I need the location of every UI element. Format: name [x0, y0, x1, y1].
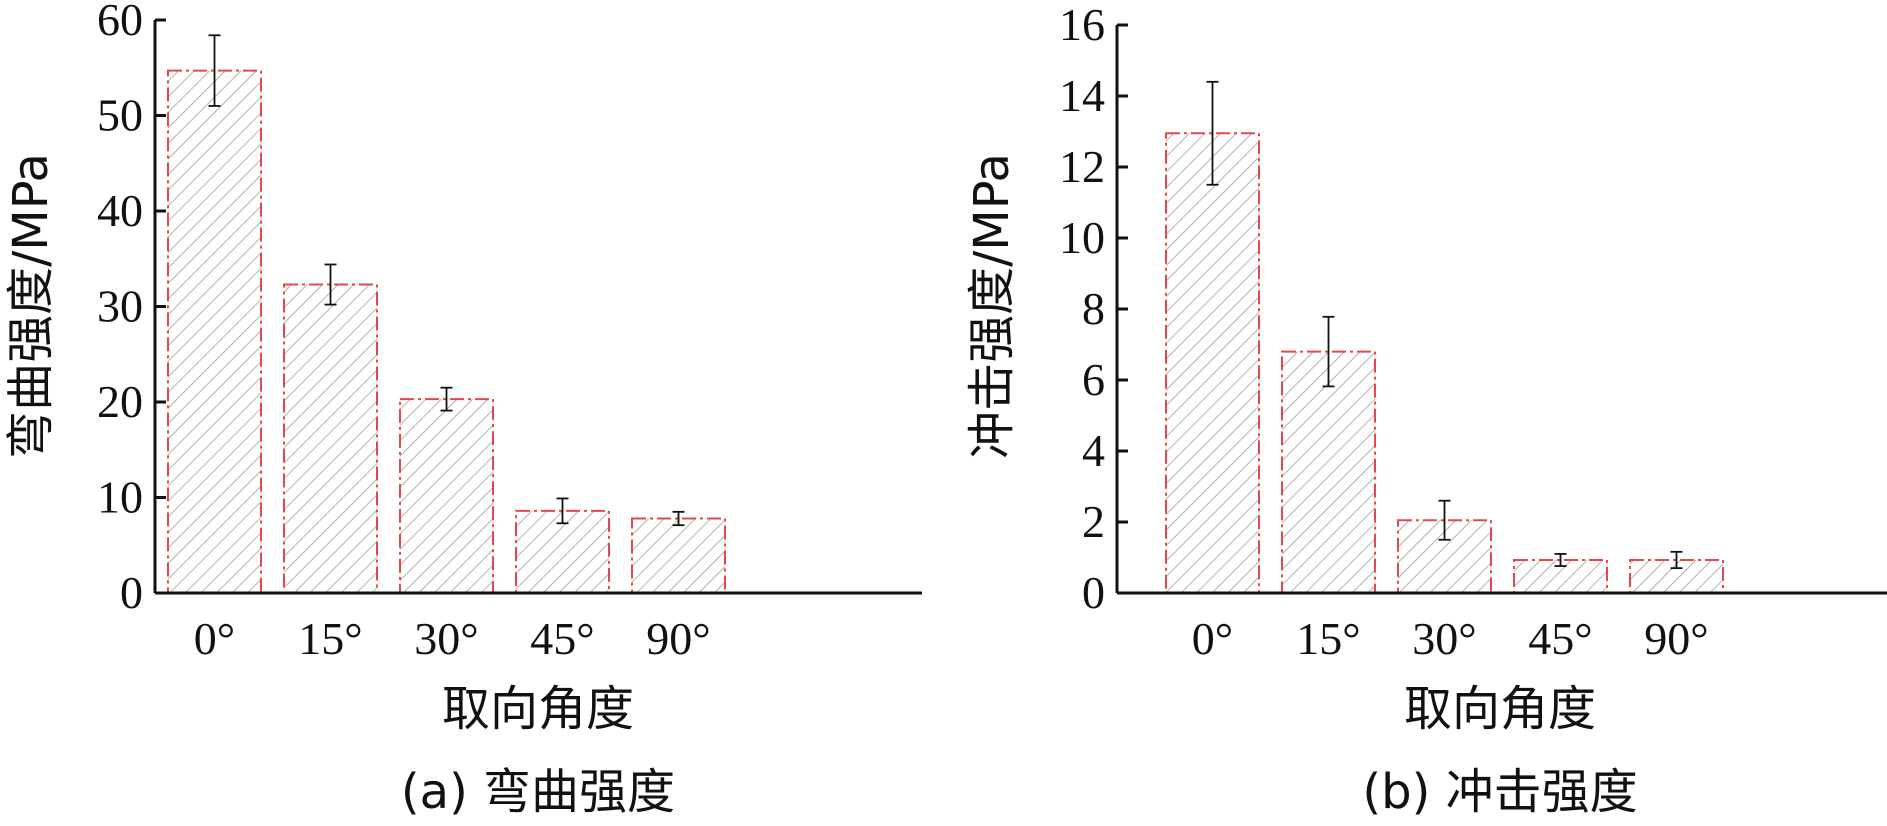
panel-b-y-tick-label: 16 [1059, 0, 1105, 50]
panel-a-bar [631, 517, 726, 595]
panel-b-x-tick-label: 15° [1296, 613, 1360, 664]
panel-a-y-tick-label: 60 [97, 0, 143, 45]
panel-b-x-tick-label: 30° [1412, 613, 1476, 664]
panel-a-bar [167, 69, 262, 595]
panel-b-error-bar [1554, 553, 1567, 567]
panel-a-error-bar [672, 510, 685, 527]
panel-a-y-tick-label: 50 [97, 90, 143, 141]
panel-b-y-tick-label: 10 [1059, 212, 1105, 263]
panel-a-error-bar [556, 497, 569, 525]
panel-a-x-tick-label: 0° [194, 613, 235, 664]
panel-b-bar [1281, 350, 1376, 594]
panel-b: 0 2 4 6 8 10 12 14 16 0° 15° 30° 45° 90° 取向角度 冲击强度/M… [964, 0, 1887, 820]
panel-a-bar [399, 398, 494, 595]
panel-a-x-tick-label: 30° [414, 613, 478, 664]
panel-b-y-tick-label: 14 [1059, 70, 1105, 121]
panel-a-x-tick-label: 15° [298, 613, 362, 664]
panel-b-y-tick-label: 12 [1059, 141, 1105, 192]
panel-b-y-tick-labels: 0 2 4 6 8 10 12 14 16 [1059, 0, 1105, 618]
panel-b-y-tick-label: 8 [1082, 283, 1105, 334]
panel-b-y-tick-label: 6 [1082, 354, 1105, 405]
panel-a-y-tick-label: 30 [97, 281, 143, 332]
panel-a-caption: (a) 弯曲强度 [401, 764, 675, 820]
panel-a-y-tick-label: 40 [97, 185, 143, 236]
panel-a-y-axis-title: 弯曲强度/MPa [3, 153, 59, 459]
panel-b-bars [1165, 132, 1724, 594]
panel-b-error-bar [1206, 80, 1219, 186]
panel-a: 0 10 20 30 40 50 60 0° 15° 30° 45° 90° 取向角度 弯曲强度/M… [3, 0, 922, 820]
panel-b-x-tick-labels: 0° 15° 30° 45° 90° [1192, 613, 1709, 664]
panel-a-x-tick-labels: 0° 15° 30° 45° 90° [194, 613, 711, 664]
panel-a-error-bar [324, 263, 337, 306]
panel-b-bar [1165, 132, 1260, 594]
panel-b-x-tick-label: 0° [1192, 613, 1233, 664]
panel-b-y-axis-title: 冲击强度/MPa [964, 153, 1020, 459]
panel-b-error-bar [1670, 550, 1683, 570]
panel-a-bars [167, 69, 726, 595]
panel-a-bar [515, 509, 610, 594]
panel-b-y-tick-label: 2 [1082, 496, 1105, 547]
panel-b-y-tick-label: 4 [1082, 425, 1105, 476]
panel-b-y-ticks [1117, 23, 1128, 595]
panel-a-x-axis-title: 取向角度 [442, 681, 634, 737]
panel-b-x-tick-label: 45° [1528, 613, 1592, 664]
panel-b-caption: (b) 冲击强度 [1362, 764, 1637, 820]
panel-b-error-bar [1322, 315, 1335, 388]
panel-a-errorbars [208, 34, 685, 527]
panel-a-bar [283, 283, 378, 594]
panel-a-x-tick-label: 90° [646, 613, 710, 664]
panel-a-error-bar [208, 34, 221, 107]
panel-b-y-tick-label: 0 [1082, 567, 1105, 618]
panel-b-x-axis-title: 取向角度 [1404, 681, 1596, 737]
panel-a-y-tick-label: 10 [97, 472, 143, 523]
panel-a-x-tick-label: 45° [530, 613, 594, 664]
panel-b-errorbars [1206, 80, 1683, 570]
panel-a-y-tick-labels: 0 10 20 30 40 50 60 [97, 0, 143, 618]
panel-a-error-bar [440, 386, 453, 412]
panel-b-x-tick-label: 90° [1644, 613, 1708, 664]
panel-a-y-tick-label: 0 [120, 567, 143, 618]
panel-a-y-ticks [155, 18, 166, 595]
panel-b-error-bar [1438, 499, 1451, 541]
panel-a-y-tick-label: 20 [97, 376, 143, 427]
